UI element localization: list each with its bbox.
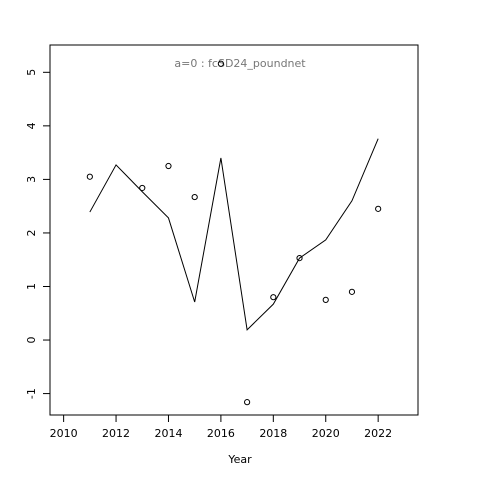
data-point (217, 60, 224, 67)
x-tick-label: 2014 (154, 427, 182, 440)
data-point (296, 255, 303, 262)
data-point (244, 399, 251, 406)
chart-title: a=0 : fcSD24_poundnet (174, 57, 306, 70)
y-tick-label: 1 (25, 283, 38, 290)
y-tick-label: 2 (25, 229, 38, 236)
data-point (139, 184, 146, 192)
x-tick-label: 2022 (364, 427, 392, 440)
x-tick-label: 2010 (50, 427, 78, 440)
data-point (191, 193, 198, 201)
y-tick-label: -1 (25, 388, 38, 399)
x-tick-label: 2016 (207, 427, 235, 440)
data-point (270, 294, 277, 301)
y-tick-label: 3 (25, 176, 38, 183)
y-tick-label: 5 (25, 69, 38, 76)
plot-box (49, 44, 419, 416)
x-tick-label: 2012 (102, 427, 130, 440)
data-point (348, 288, 356, 295)
y-tick-label: 4 (25, 122, 38, 129)
data-point (165, 162, 172, 170)
x-tick-label: 2018 (259, 427, 287, 440)
data-point (86, 173, 93, 180)
series-line (89, 138, 379, 331)
data-point (375, 205, 382, 212)
x-tick-label: 2020 (312, 427, 340, 440)
y-tick-label: 0 (25, 337, 38, 344)
data-point (322, 296, 329, 303)
x-axis-label: Year (227, 453, 252, 466)
